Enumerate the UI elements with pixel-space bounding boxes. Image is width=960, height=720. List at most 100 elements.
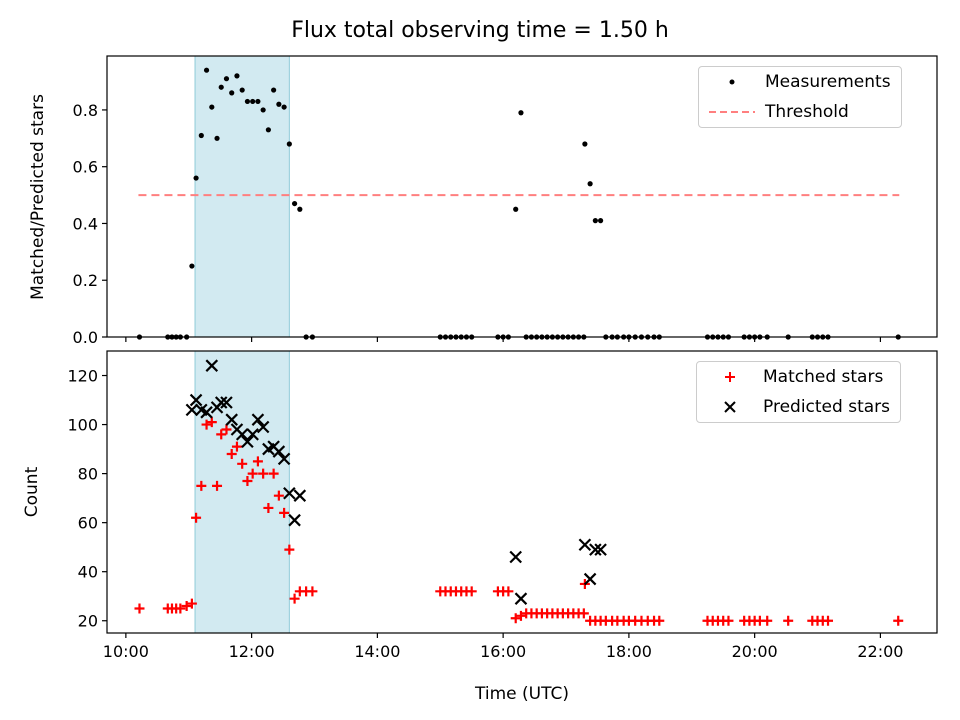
- shaded-interval-top: [194, 55, 290, 338]
- point-measurements: [218, 84, 224, 90]
- legend-label-threshold: Threshold: [765, 102, 849, 122]
- y-tick-label-bottom: 80: [78, 465, 98, 484]
- legend-label-measurements: Measurements: [765, 72, 891, 92]
- point-matched-stars: [307, 586, 318, 597]
- point-measurements: [250, 98, 256, 105]
- legend-bottom: Matched stars Predicted stars: [696, 361, 901, 423]
- point-measurements: [281, 104, 287, 110]
- dot-marker-icon: [729, 79, 735, 85]
- point-matched-stars: [247, 468, 258, 479]
- point-measurements: [255, 98, 261, 105]
- point-predicted-stars: [288, 513, 301, 527]
- y-tick-label-bottom: 60: [78, 514, 98, 533]
- point-predicted-stars: [277, 452, 291, 466]
- y-tick-label-bottom: 40: [78, 563, 98, 582]
- x-tick-label: 20:00: [732, 642, 778, 661]
- point-measurements: [244, 98, 251, 105]
- point-predicted-stars: [256, 420, 270, 434]
- y-tick-label-top: 0.8: [73, 101, 98, 120]
- y-tick-label-top: 0.0: [73, 328, 98, 347]
- point-predicted-stars: [283, 486, 296, 500]
- legend-label-predicted-stars: Predicted stars: [763, 397, 890, 417]
- point-matched-stars: [273, 490, 284, 501]
- point-matched-stars: [762, 615, 773, 626]
- point-predicted-stars: [509, 550, 522, 564]
- y-tick-label-top: 0.4: [73, 214, 98, 233]
- x-tick-label: 10:00: [103, 642, 149, 661]
- point-measurements: [513, 206, 519, 212]
- point-measurements: [271, 87, 277, 93]
- point-matched-stars: [186, 598, 197, 609]
- point-matched-stars: [242, 475, 253, 486]
- point-matched-stars: [252, 456, 263, 467]
- point-matched-stars: [823, 615, 834, 626]
- legend-item-threshold: Threshold: [699, 97, 901, 127]
- axes-frame-top: [106, 55, 938, 338]
- point-matched-stars: [279, 507, 290, 518]
- point-measurements: [193, 175, 199, 181]
- point-measurements: [597, 218, 604, 224]
- point-matched-stars: [181, 601, 192, 612]
- point-predicted-stars: [185, 403, 199, 417]
- point-matched-stars: [783, 615, 794, 626]
- x-tick-label: 12:00: [229, 642, 275, 661]
- legend-top: Measurements Threshold: [698, 66, 902, 128]
- point-measurements: [587, 181, 593, 187]
- x-tick-label: 16:00: [480, 642, 526, 661]
- y-tick-label-bottom: 100: [67, 416, 98, 435]
- point-matched-stars: [212, 480, 223, 491]
- point-matched-stars: [268, 468, 279, 479]
- x-tick-label: 14:00: [354, 642, 400, 661]
- point-matched-stars: [578, 608, 589, 619]
- point-measurements: [582, 141, 588, 147]
- point-measurements: [518, 110, 524, 116]
- point-matched-stars: [654, 615, 665, 626]
- point-matched-stars: [893, 615, 904, 626]
- y-tick-label-top: 0.2: [73, 271, 98, 290]
- y-tick-label-bottom: 20: [78, 612, 98, 631]
- point-predicted-stars: [589, 543, 602, 556]
- point-predicted-stars: [272, 445, 286, 458]
- point-predicted-stars: [214, 396, 228, 409]
- point-predicted-stars: [594, 543, 607, 556]
- point-matched-stars: [284, 544, 295, 555]
- point-matched-stars: [515, 610, 526, 621]
- point-measurements: [297, 206, 303, 212]
- point-matched-stars: [723, 615, 734, 626]
- y-axis-label-bottom: Count: [22, 466, 42, 518]
- point-matched-stars: [258, 468, 269, 479]
- x-tick-label: 22:00: [857, 642, 903, 661]
- point-matched-stars: [216, 429, 227, 440]
- legend-item-matched-stars: Matched stars: [697, 362, 900, 392]
- x-tick-label: 18:00: [606, 642, 652, 661]
- point-matched-stars: [175, 603, 186, 614]
- point-measurements: [229, 90, 235, 96]
- point-predicted-stars: [189, 393, 203, 407]
- y-tick-label-bottom: 120: [67, 367, 98, 386]
- point-predicted-stars: [225, 413, 238, 426]
- point-predicted-stars: [293, 489, 307, 502]
- point-predicted-stars: [578, 538, 592, 551]
- point-matched-stars: [289, 593, 300, 604]
- point-predicted-stars: [220, 396, 233, 409]
- point-matched-stars: [510, 613, 521, 624]
- point-measurements: [203, 67, 210, 73]
- point-predicted-stars: [251, 413, 265, 426]
- chart-title: Flux total observing time = 1.50 h: [291, 18, 669, 43]
- x-axis-label: Time (UTC): [475, 684, 569, 704]
- point-matched-stars: [206, 417, 217, 428]
- point-predicted-stars: [200, 406, 213, 419]
- point-matched-stars: [201, 419, 212, 430]
- point-measurements: [592, 218, 598, 224]
- y-tick-label-top: 0.6: [73, 158, 98, 177]
- point-measurements: [209, 104, 215, 110]
- point-measurements: [291, 200, 298, 207]
- legend-item-measurements: Measurements: [699, 67, 901, 97]
- point-measurements: [286, 141, 292, 147]
- point-measurements: [223, 76, 230, 82]
- legend-item-predicted-stars: Predicted stars: [697, 392, 900, 422]
- point-predicted-stars: [246, 428, 259, 441]
- legend-label-matched-stars: Matched stars: [763, 367, 884, 387]
